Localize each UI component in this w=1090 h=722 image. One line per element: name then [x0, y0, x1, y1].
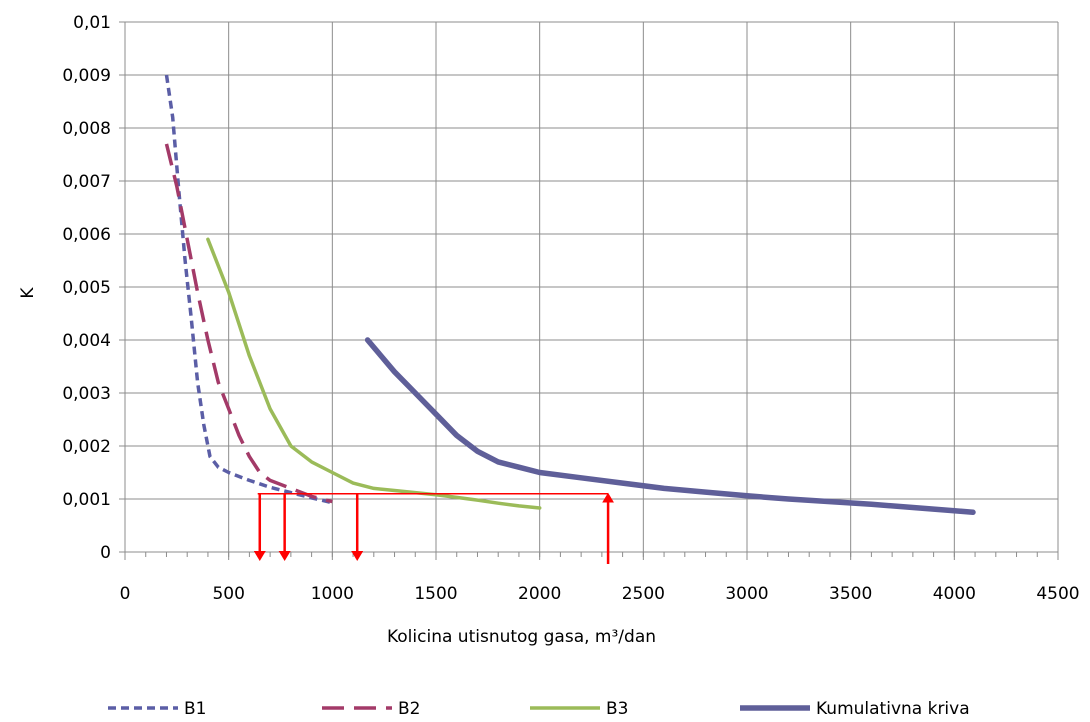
y-tick-label: 0,007 — [62, 172, 111, 192]
y-tick-label: 0,002 — [62, 437, 111, 457]
y-tick-label: 0,003 — [62, 384, 111, 404]
series-line-3 — [206, 237, 542, 510]
tick-labels: 0 0,001 0,002 0,003 0,004 0,005 0,006 0,007 0,00… — [62, 13, 1079, 604]
x-tick-label: 1500 — [414, 584, 457, 604]
legend-label-4: Kumulativna kriva — [816, 699, 970, 717]
y-tick-label: 0 — [100, 543, 111, 563]
x-tick-label: 1000 — [311, 584, 354, 604]
x-axis-label: Kolicina utisnutog gasa, m³/dan — [387, 627, 656, 647]
legend-label-2: B2 — [398, 699, 420, 717]
x-tick-label: 0 — [120, 584, 131, 604]
x-tick-label: 2000 — [518, 584, 561, 604]
annotation-layer — [253, 492, 615, 564]
y-tick-label: 0,004 — [62, 331, 111, 351]
y-tick-label: 0,008 — [62, 119, 111, 139]
y-tick-label: 0,005 — [62, 278, 111, 298]
y-tick-label: 0,006 — [62, 225, 111, 245]
y-axis-label: K — [18, 287, 38, 299]
y-tick-label: 0,009 — [62, 66, 111, 86]
series-line-4 — [364, 337, 976, 516]
x-tick-label: 2500 — [622, 584, 665, 604]
y-tick-label: 0,001 — [62, 490, 111, 510]
series-line-1 — [164, 74, 333, 505]
legend: B1 B2 B3 Kumulativna kriva — [108, 699, 970, 719]
gridlines — [124, 21, 1059, 553]
y-tick-label: 0,01 — [73, 13, 111, 33]
x-tick-label: 3500 — [829, 584, 872, 604]
series-line-2 — [164, 143, 333, 504]
x-tick-label: 4500 — [1036, 584, 1079, 604]
legend-label-1: B1 — [184, 699, 206, 717]
series-layer — [164, 74, 976, 516]
legend-label-3: B3 — [606, 699, 628, 717]
x-tick-label: 4000 — [933, 584, 976, 604]
x-tick-label: 500 — [212, 584, 244, 604]
x-tick-label: 3000 — [725, 584, 768, 604]
